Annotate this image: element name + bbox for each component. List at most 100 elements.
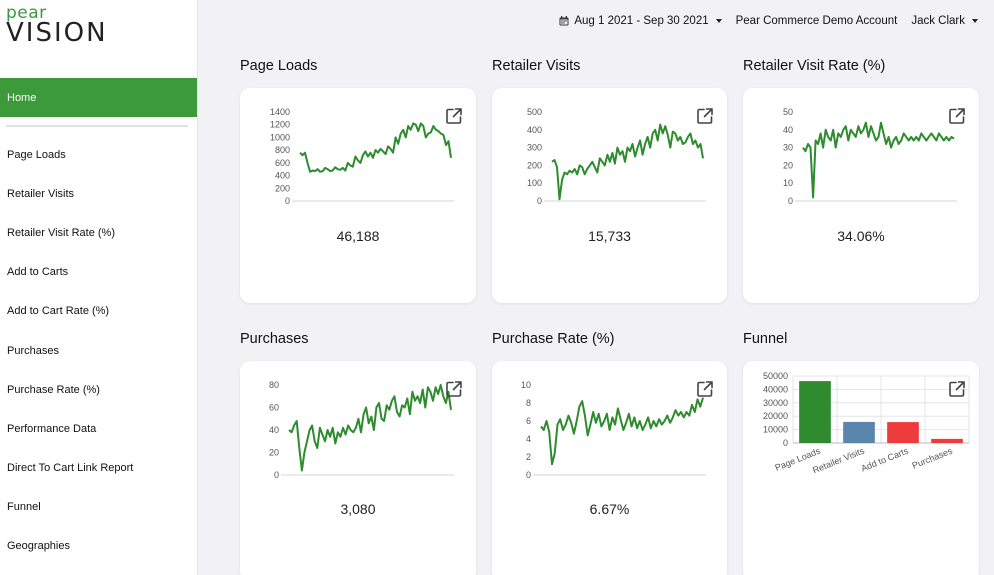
sidebar-item-page-loads[interactable]: Page Loads: [7, 148, 66, 161]
external-link-icon[interactable]: [697, 108, 713, 124]
y-tick-label: 8: [526, 398, 531, 408]
user-name: Jack Clark: [911, 15, 965, 27]
y-tick-label: 100: [527, 178, 542, 188]
external-link-icon[interactable]: [697, 381, 713, 397]
account-selector[interactable]: Pear Commerce Demo Account: [736, 15, 898, 27]
y-tick-label: 0: [285, 196, 290, 206]
date-range-label: Aug 1 2021 - Sep 30 2021: [574, 15, 709, 27]
y-tick-label: 0: [783, 438, 788, 448]
y-tick-label: 40: [783, 125, 793, 135]
y-tick-label: 400: [527, 125, 542, 135]
y-tick-label: 1400: [270, 107, 290, 117]
card-title-purchase-rate: Purchase Rate (%): [492, 331, 615, 347]
purchases-chart: 0 20 40 60 80: [269, 380, 462, 480]
sidebar-item-retailer-visits[interactable]: Retailer Visits: [7, 187, 75, 200]
card-funnel[interactable]: 0 10000 20000 30000 40000 50000 Page Loads Reta…: [743, 361, 979, 575]
y-tick-label: 80: [269, 380, 279, 390]
y-tick-label: 20000: [763, 411, 788, 421]
page-loads-chart: 0 200 400 600 800 1000 1200 1400: [270, 107, 462, 206]
user-menu[interactable]: Jack Clark: [911, 15, 978, 27]
retailer-visits-total: 15,733: [588, 228, 631, 244]
y-tick-label: 600: [275, 158, 290, 168]
x-tick-label: Add to Carts: [860, 445, 911, 473]
y-tick-label: 200: [527, 160, 542, 170]
sidebar-item-performance-data[interactable]: Performance Data: [7, 422, 97, 435]
y-tick-label: 1000: [270, 132, 290, 142]
page-loads-total: 46,188: [336, 228, 380, 244]
logo-vision: VISION: [6, 18, 108, 48]
card-retailer-visit-rate[interactable]: 0 10 20 30 40 50 34.06%: [743, 88, 979, 303]
y-tick-label: 40000: [763, 384, 788, 394]
y-tick-label: 1200: [270, 120, 290, 130]
chevron-down-icon: [715, 19, 722, 23]
sidebar-item-direct-to-cart-link-report[interactable]: Direct To Cart Link Report: [7, 462, 134, 475]
top-bar: Aug 1 2021 - Sep 30 2021 Pear Commerce D…: [559, 13, 978, 29]
sidebar-item-purchase-rate[interactable]: Purchase Rate (%): [7, 383, 100, 396]
y-tick-label: 2: [526, 452, 531, 462]
bar: [931, 438, 963, 443]
y-tick-label: 30000: [763, 398, 788, 408]
y-tick-label: 300: [527, 143, 542, 153]
y-tick-label: 10: [521, 380, 531, 390]
y-tick-label: 0: [274, 470, 279, 480]
y-tick-label: 400: [275, 171, 290, 181]
card-title-page-loads: Page Loads: [240, 58, 318, 74]
x-tick-label: Purchases: [911, 445, 955, 470]
y-tick-label: 50000: [763, 371, 788, 381]
y-tick-label: 0: [526, 470, 531, 480]
card-purchase-rate[interactable]: 0 2 4 6 8 10 6.67%: [492, 361, 727, 575]
calendar-icon: [559, 16, 569, 26]
date-range-picker[interactable]: Aug 1 2021 - Sep 30 2021: [559, 15, 722, 27]
sidebar-item-geographies[interactable]: Geographies: [7, 540, 70, 553]
series-line: [299, 122, 452, 173]
y-tick-label: 30: [783, 143, 793, 153]
y-tick-label: 20: [269, 448, 279, 458]
y-tick-label: 200: [275, 183, 290, 193]
series-line: [551, 123, 704, 201]
sidebar-item-add-to-cart-rate[interactable]: Add to Cart Rate (%): [7, 305, 110, 318]
series-line: [540, 397, 704, 466]
y-tick-label: 40: [269, 425, 279, 435]
y-tick-label: 6: [526, 416, 531, 426]
y-tick-label: 10: [783, 178, 793, 188]
card-title-purchases: Purchases: [240, 331, 309, 347]
sidebar-nav-list: Page Loads Retailer Visits Retailer Visi…: [0, 135, 197, 566]
external-link-icon[interactable]: [949, 108, 965, 124]
bar: [887, 422, 919, 443]
card-title-retailer-visit-rate: Retailer Visit Rate (%): [743, 58, 886, 74]
series-line: [288, 384, 452, 472]
pear-vision-logo[interactable]: pear VISION: [6, 3, 108, 48]
series-line: [802, 121, 955, 199]
y-tick-label: 10000: [763, 425, 788, 435]
card-retailer-visits[interactable]: 0 100 200 300 400 500 15,733: [492, 88, 727, 303]
y-tick-label: 800: [275, 145, 290, 155]
retailer-visit-rate-total: 34.06%: [837, 228, 885, 244]
external-link-icon[interactable]: [446, 108, 462, 124]
bar: [843, 421, 875, 443]
sidebar-item-funnel[interactable]: Funnel: [7, 501, 41, 514]
purchase-rate-total: 6.67%: [589, 501, 630, 517]
card-title-funnel: Funnel: [743, 331, 788, 347]
external-link-icon[interactable]: [446, 381, 462, 397]
purchases-total: 3,080: [340, 501, 376, 517]
card-page-loads[interactable]: 0 200 400 600 800 1000 1200 1400 46,188: [240, 88, 476, 303]
purchase-rate-chart: 0 2 4 6 8 10: [521, 380, 713, 480]
account-name: Pear Commerce Demo Account: [735, 15, 898, 27]
external-link-icon[interactable]: [949, 381, 965, 397]
sidebar-item-retailer-visit-rate[interactable]: Retailer Visit Rate (%): [7, 226, 115, 239]
card-title-retailer-visits: Retailer Visits: [492, 58, 581, 74]
y-tick-label: 0: [537, 196, 542, 206]
sidebar-item-home[interactable]: Home: [0, 78, 197, 117]
y-tick-label: 4: [526, 434, 531, 444]
y-tick-label: 500: [527, 107, 542, 117]
retailer-visit-rate-chart: 0 10 20 30 40 50: [783, 107, 965, 206]
y-tick-label: 0: [788, 196, 793, 206]
y-tick-label: 60: [269, 403, 279, 413]
logo-pear: pear: [6, 3, 47, 23]
card-purchases[interactable]: 0 20 40 60 80 3,080: [240, 361, 476, 575]
sidebar-item-purchases[interactable]: Purchases: [7, 344, 59, 357]
retailer-visits-chart: 0 100 200 300 400 500: [527, 107, 713, 206]
sidebar-item-add-to-carts[interactable]: Add to Carts: [7, 266, 69, 279]
sidebar-divider: [6, 125, 188, 127]
